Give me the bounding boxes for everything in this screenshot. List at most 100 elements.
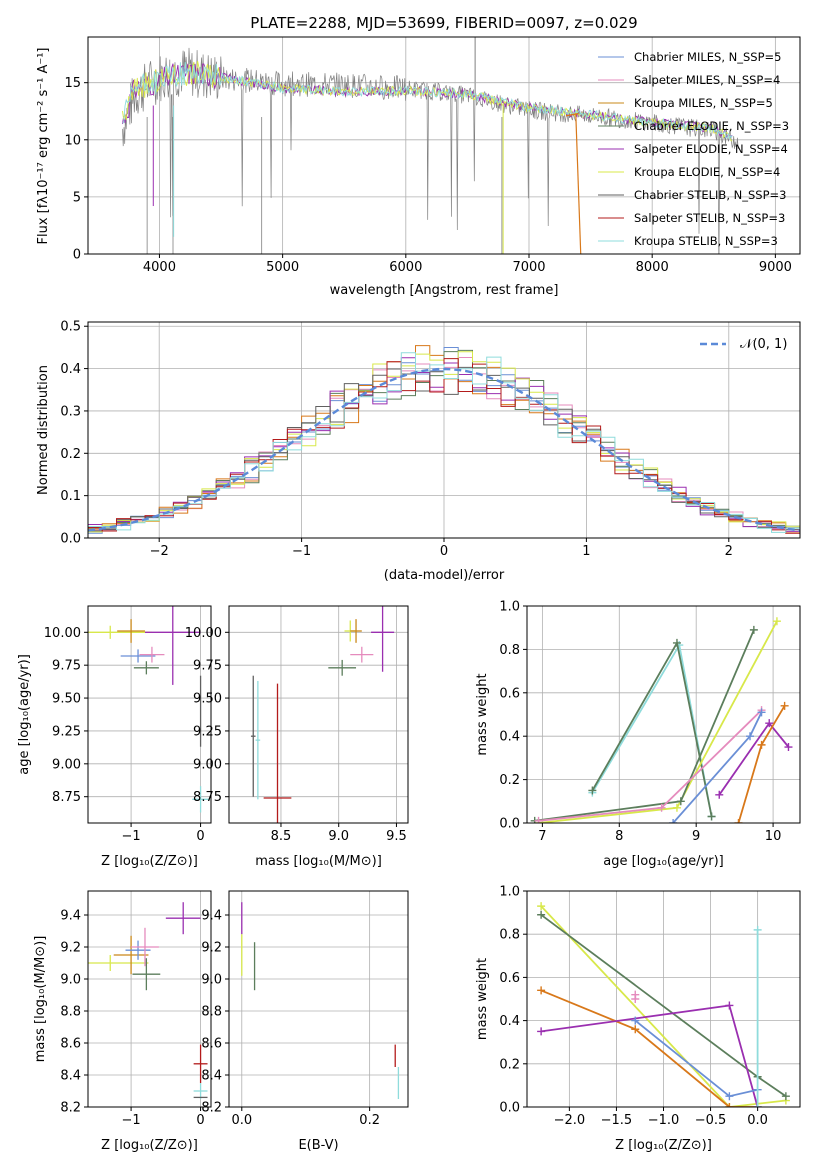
- data-point-marker: [780, 701, 789, 710]
- panel-age-vs-Z: −1 0 8.75 9.00 9.25 9.50 9.75 10.00: [44, 605, 212, 844]
- legend-label: Chabrier MILES, N_SSP=5: [634, 50, 781, 64]
- grid: [527, 891, 800, 1107]
- series-line: [540, 905, 787, 1107]
- series-line: [540, 989, 758, 1107]
- data-point-marker: [765, 719, 774, 728]
- x-tick-label: 0.0: [747, 1113, 768, 1128]
- y-tick-label: 9.50: [52, 692, 81, 707]
- series-line: [737, 705, 786, 823]
- y-tick-label: 8.2: [60, 1101, 81, 1116]
- model-dropout: [575, 114, 582, 254]
- x-tick-label: −1: [292, 544, 311, 559]
- grid: [527, 606, 800, 823]
- x-tick-label: 1: [582, 544, 590, 559]
- y-axis-label: mass weight: [475, 673, 490, 755]
- y-tick-label: 0.4: [499, 730, 520, 745]
- data-point-marker: [631, 1016, 640, 1025]
- y-tick-label: 0.4: [499, 1014, 520, 1029]
- data-point-marker: [753, 925, 762, 934]
- y-tick-label: 0.0: [499, 817, 520, 832]
- plot-area: [88, 606, 211, 823]
- y-tick-label: 0.2: [499, 1057, 520, 1072]
- x-tick-label: −0.5: [695, 1113, 727, 1128]
- legend-label: Salpeter MILES, N_SSP=4: [634, 73, 780, 87]
- x-tick-label: 5000: [266, 260, 299, 275]
- y-tick-label: 9.4: [60, 909, 81, 924]
- data-point-marker: [537, 910, 546, 919]
- model-spectrum-line: [122, 61, 733, 142]
- data-point-marker: [749, 625, 758, 634]
- y-tick-label: 0.4: [60, 362, 81, 377]
- x-axis-label: E(B-V): [298, 1138, 338, 1153]
- x-tick-label: −2.0: [554, 1113, 586, 1128]
- x-tick-label: −1.0: [648, 1113, 680, 1128]
- y-tick-label: 0.8: [499, 643, 520, 658]
- x-axis-label: wavelength [Angstrom, rest frame]: [330, 283, 559, 298]
- y-tick-label: 9.50: [193, 692, 222, 707]
- plot-area: [527, 606, 800, 823]
- y-tick-label: 0.0: [60, 532, 81, 547]
- y-tick-label: 0.2: [499, 773, 520, 788]
- x-tick-label: −1: [121, 829, 140, 844]
- legend-label: Kroupa ELODIE, N_SSP=4: [634, 165, 780, 179]
- axes-frame: [87, 36, 801, 255]
- legend-label: Salpeter STELIB, N_SSP=3: [634, 211, 785, 225]
- model-spectrum-line: [122, 62, 733, 141]
- legend-label: Kroupa MILES, N_SSP=5: [634, 96, 773, 110]
- data-point-marker: [725, 1001, 734, 1010]
- x-tick-label: 8000: [636, 260, 669, 275]
- panel-massweight-vs-Z: −2.0 −1.5 −1.0 −0.5 0.0 0.0 0.2 0.4 0.6 0.8 1.0: [499, 885, 801, 1128]
- x-tick-label: −2: [150, 544, 169, 559]
- x-tick-label: 2: [725, 544, 733, 559]
- y-tick-label: 0.3: [60, 404, 81, 419]
- y-axis-label: mass weight: [475, 958, 490, 1040]
- data-point-marker: [631, 1025, 640, 1034]
- x-tick-label: 0: [196, 829, 204, 844]
- y-tick-label: 0.2: [60, 447, 81, 462]
- x-tick-label: 6000: [389, 260, 422, 275]
- y-tick-label: 10.00: [44, 626, 81, 641]
- x-tick-label: 9.5: [386, 829, 407, 844]
- y-tick-label: 0: [73, 248, 81, 263]
- data-point-marker: [725, 1103, 734, 1107]
- y-tick-label: 8.4: [201, 1069, 222, 1084]
- panel-age-vs-mass: 8.5 9.0 9.5 8.75 9.00 9.25 9.50 9.75 10.00: [185, 605, 409, 844]
- axes-frame: [526, 605, 801, 824]
- x-tick-label: 8.5: [271, 829, 292, 844]
- data-point-marker: [707, 812, 716, 821]
- data-point-marker: [537, 902, 546, 911]
- data-point-marker: [757, 740, 766, 749]
- data-point-marker: [672, 638, 681, 647]
- axes-frame: [228, 890, 409, 1108]
- gaussian-curve: [88, 367, 800, 532]
- chart-title: PLATE=2288, MJD=53699, FIBERID=0097, z=0…: [250, 14, 637, 32]
- data-point-marker: [781, 1092, 790, 1101]
- plot-area: [88, 322, 800, 538]
- data-point-marker: [631, 990, 640, 999]
- x-tick-label: 9.0: [328, 829, 349, 844]
- x-tick-label: 9: [692, 829, 700, 844]
- legend-label: Chabrier ELODIE, N_SSP=3: [634, 119, 789, 133]
- y-tick-label: 9.0: [60, 973, 81, 988]
- x-tick-label: 0: [196, 1113, 204, 1128]
- x-axis-label: Z [log₁₀(Z/Z⊙)]: [101, 854, 198, 869]
- y-tick-label: 9.4: [201, 909, 222, 924]
- y-tick-label: 9.00: [193, 757, 222, 772]
- panel-spectrum: 4000 5000 6000 7000 8000 9000 0 5 10 15: [64, 36, 801, 275]
- data-point-marker: [537, 1027, 546, 1036]
- data-point-marker: [725, 1092, 734, 1101]
- x-axis-label: mass [log₁₀(M/M⊙)]: [255, 854, 382, 869]
- data-point-marker: [784, 743, 793, 752]
- x-tick-label: 0.0: [231, 1113, 252, 1128]
- data-point-marker: [657, 803, 666, 812]
- plot-area: [88, 891, 211, 1107]
- grid: [229, 891, 408, 1107]
- y-tick-label: 9.75: [52, 659, 81, 674]
- data-point-marker: [757, 708, 766, 717]
- y-tick-label: 0.6: [499, 686, 520, 701]
- y-tick-label: 9.75: [193, 659, 222, 674]
- y-tick-label: 8.4: [60, 1069, 81, 1084]
- y-tick-label: 0.6: [499, 971, 520, 986]
- series-line: [672, 711, 763, 823]
